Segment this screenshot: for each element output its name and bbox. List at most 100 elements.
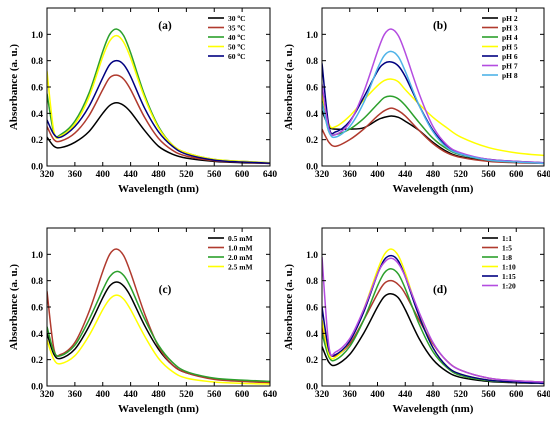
panel-tag: (c) [159, 284, 172, 296]
x-tick-label: 520 [454, 390, 469, 400]
series-line-2 [47, 74, 270, 165]
legend-entry-3: 1:8 [502, 253, 512, 262]
legend-degree-mark: o [237, 23, 240, 29]
legend-entry-3: pH 4 [502, 33, 518, 42]
x-tick-label: 440 [124, 170, 139, 180]
series-line-2 [47, 248, 270, 384]
x-tick-label: 480 [151, 390, 166, 400]
x-tick-label: 560 [207, 390, 222, 400]
x-tick-label: 400 [370, 390, 385, 400]
x-axis-label: Wavelength (nm) [118, 183, 199, 195]
y-axis-label: Absorbance (a. u.) [8, 44, 20, 131]
y-tick-label: 1.0 [31, 251, 43, 261]
series-group [322, 248, 544, 385]
x-tick-label: 400 [370, 170, 385, 180]
x-tick-label: 520 [179, 170, 194, 180]
legend-entry-1: 1:1 [502, 234, 512, 243]
x-tick-label: 480 [426, 170, 441, 180]
x-tick-label: 360 [343, 170, 358, 180]
legend-degree-mark: o [237, 14, 240, 20]
x-tick-label: 640 [537, 390, 550, 400]
legend-entry-4: 1:10 [502, 262, 516, 271]
y-tick-label: 0.8 [306, 57, 318, 67]
y-tick-label: 0.6 [31, 84, 43, 94]
x-tick-label: 320 [40, 170, 55, 180]
x-tick-label: 360 [68, 390, 83, 400]
legend: 1:11:51:81:101:151:20 [482, 234, 516, 290]
y-axis-label: Absorbance (a. u.) [283, 264, 295, 351]
legend-entry-4: 50 oC [228, 42, 246, 51]
series-line-6 [322, 256, 544, 383]
y-tick-label: 1.0 [306, 31, 318, 41]
x-tick-label: 600 [509, 390, 524, 400]
x-tick-label: 600 [235, 170, 250, 180]
legend: 0.5 mM1.0 mM2.0 mM2.5 mM [208, 234, 253, 271]
y-tick-label: 0.6 [306, 304, 318, 314]
y-tick-label: 0.0 [306, 163, 318, 173]
panel-d: 320 360 400 440 480 520 560 600 640 0.0 0.2 0.4 0.6 0… [283, 227, 550, 415]
legend-entry-2: 35 oC [228, 23, 246, 32]
x-tick-label: 360 [343, 390, 358, 400]
y-tick-label: 0.8 [31, 277, 43, 287]
x-tick-label: 560 [481, 390, 496, 400]
x-tick-label: 400 [96, 170, 111, 180]
legend-temp-unit: C [240, 23, 245, 32]
series-line-4 [47, 294, 270, 385]
y-tick-label: 0.2 [306, 136, 318, 146]
series-line-1 [47, 102, 270, 165]
legend-entry-6: pH 7 [502, 61, 518, 70]
y-axis-label: Absorbance (a. u.) [283, 44, 295, 131]
legend-degree-mark: o [237, 52, 240, 58]
legend-temp-unit: C [240, 33, 245, 42]
x-tick-label: 440 [398, 170, 413, 180]
legend-temp-value: 40 [228, 33, 237, 42]
x-axis-label: Wavelength (nm) [118, 403, 199, 415]
legend-entry-5: 60 oC [228, 52, 246, 61]
y-tick-label: 0.4 [31, 330, 43, 340]
y-tick-label: 0.4 [306, 110, 318, 120]
legend-entry-1: 0.5 mM [228, 234, 253, 243]
panel-a: 320 360 400 440 480 520 560 600 640 0.0 0.2 0.4 0.6 0… [8, 7, 277, 195]
legend-entry-3: 40 oC [228, 33, 246, 42]
series-line-3 [47, 270, 270, 383]
series-line-4 [47, 34, 270, 164]
legend-entry-2: 1.0 mM [228, 243, 253, 252]
y-tick-label: 0.6 [306, 84, 318, 94]
x-tick-label: 360 [68, 170, 83, 180]
x-tick-label: 640 [537, 170, 550, 180]
series-line-6 [322, 28, 544, 164]
legend-entry-3: 2.0 mM [228, 253, 253, 262]
x-tick-label: 520 [454, 170, 469, 180]
x-tick-label: 600 [235, 390, 250, 400]
y-tick-label: 0.0 [31, 163, 43, 173]
series-group [322, 28, 544, 165]
series-group [47, 28, 270, 165]
x-tick-label: 440 [124, 390, 139, 400]
series-line-7 [322, 50, 544, 165]
legend-degree-mark: o [237, 42, 240, 48]
x-tick-label: 560 [207, 170, 222, 180]
legend-temp-unit: C [240, 52, 245, 61]
x-tick-label: 520 [179, 390, 194, 400]
panel-tag: (b) [433, 20, 447, 32]
y-tick-label: 0.8 [306, 277, 318, 287]
y-tick-label: 1.0 [306, 251, 318, 261]
x-tick-label: 600 [509, 170, 524, 180]
legend-entry-4: pH 5 [502, 42, 518, 51]
y-tick-label: 1.0 [31, 31, 43, 41]
series-line-1 [322, 293, 544, 385]
x-tick-label: 640 [263, 390, 278, 400]
legend-temp-unit: C [240, 14, 245, 23]
x-tick-label: 560 [481, 170, 496, 180]
x-tick-label: 480 [426, 390, 441, 400]
x-tick-label: 480 [151, 170, 166, 180]
y-tick-label: 0.2 [31, 136, 43, 146]
legend-entry-7: pH 8 [502, 71, 518, 80]
y-tick-label: 0.6 [31, 304, 43, 314]
x-tick-label: 320 [40, 390, 55, 400]
series-line-3 [322, 268, 544, 385]
legend-entry-2: pH 3 [502, 23, 518, 32]
panel-tag: (d) [433, 284, 447, 296]
